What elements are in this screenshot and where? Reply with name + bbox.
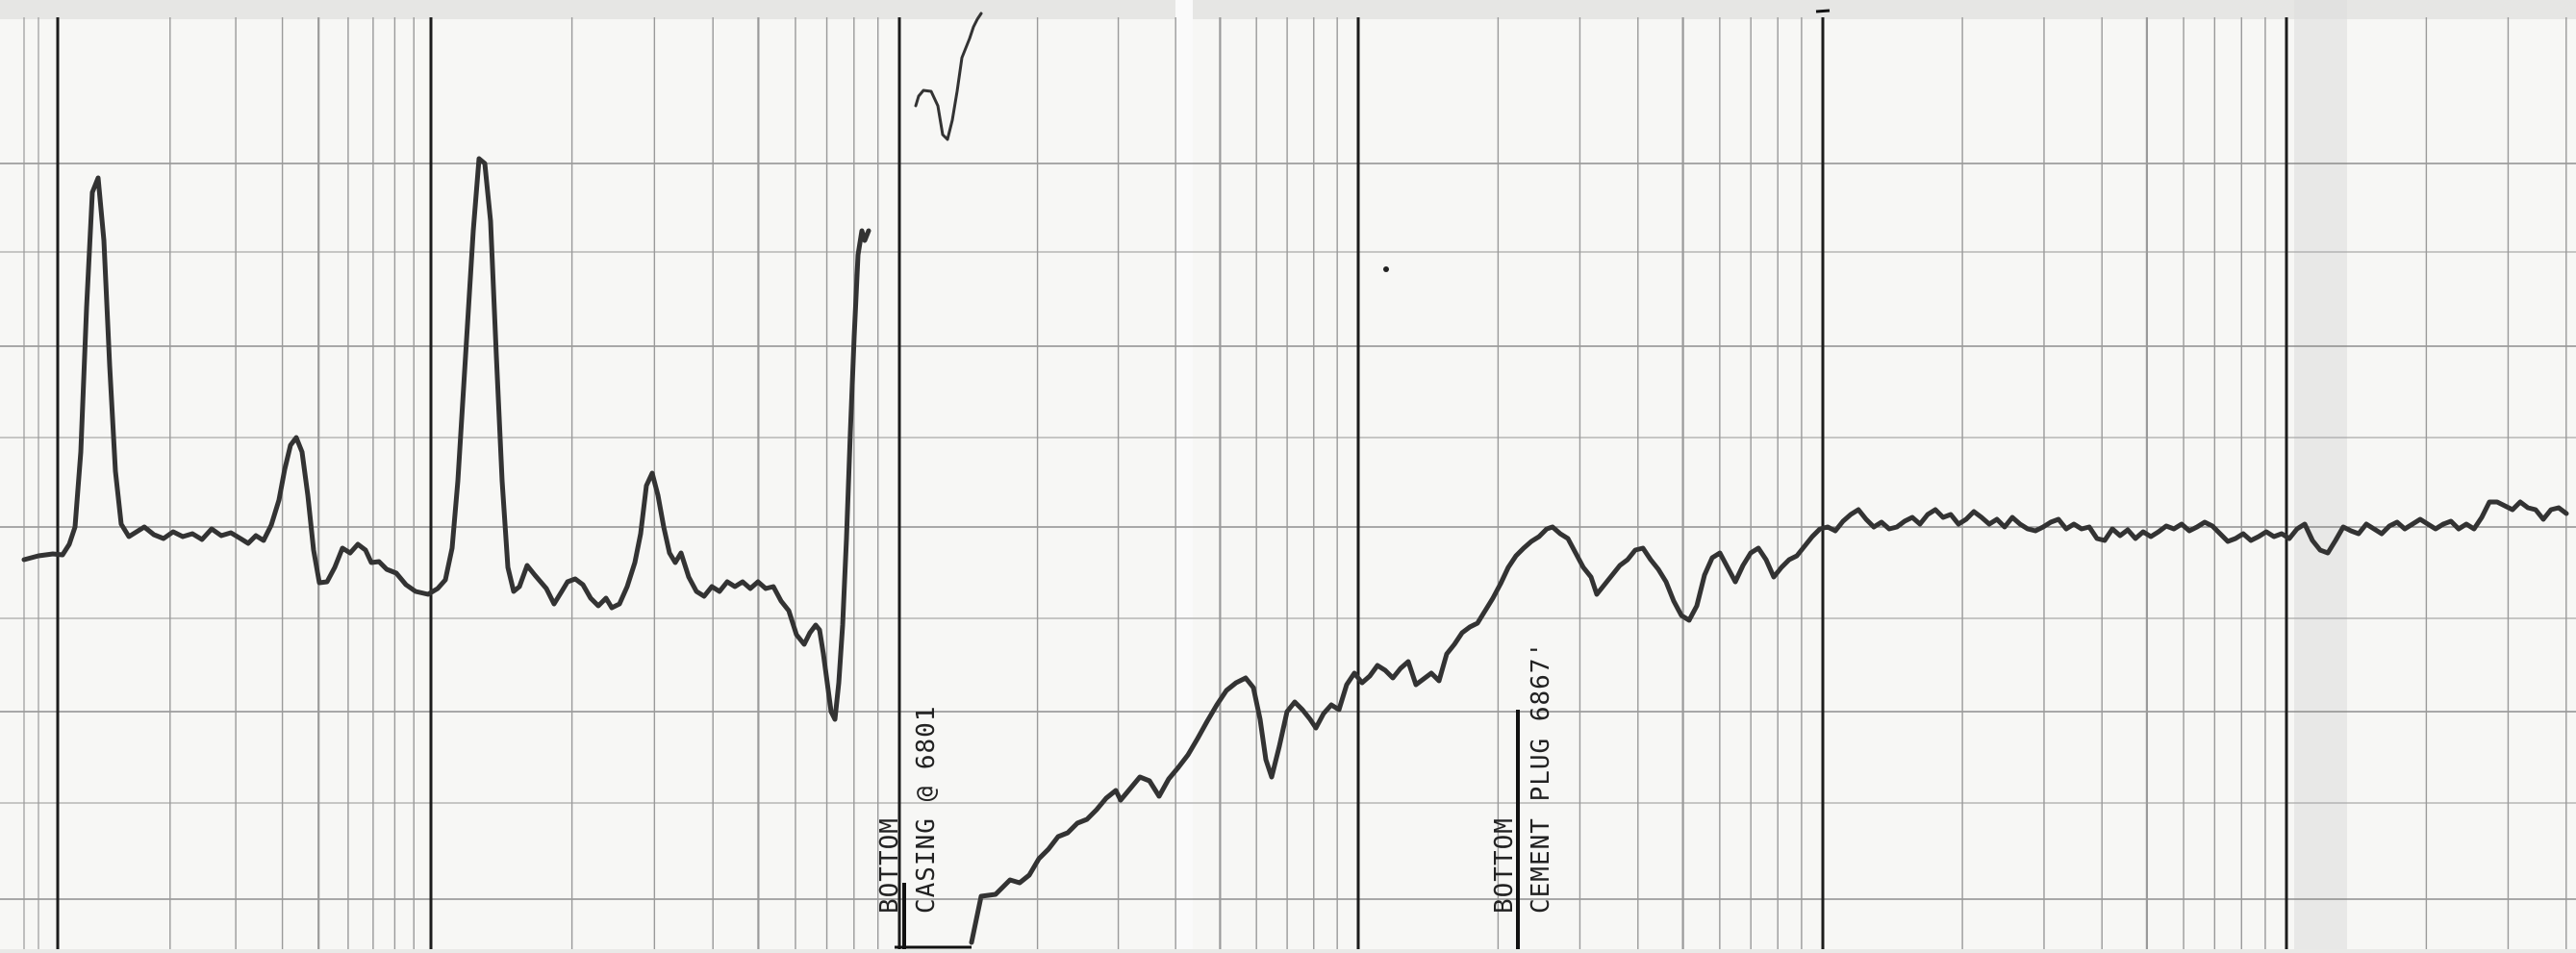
log-trace-2	[969, 499, 2569, 945]
casing-annotation-line-2: CASING @ 6801	[912, 706, 941, 915]
ink-speck	[1383, 266, 1389, 272]
casing-annotation-line-1: BOTTOM	[875, 817, 904, 914]
paper-top-edge	[0, 0, 2576, 19]
log-traces	[21, 12, 2569, 945]
plug-annotation-line-2: CEMENT PLUG 6867'	[1527, 641, 1555, 914]
log-trace-1	[21, 156, 871, 722]
casing-annotation: BOTTOM CASING @ 6801	[875, 706, 941, 915]
paper-gap-strip	[1175, 0, 1193, 949]
paper-fold-shadow-right	[2294, 0, 2347, 949]
top-edge-pencil-mark	[1815, 9, 1831, 13]
depth-markers	[895, 9, 1831, 949]
plug-annotation-line-1: BOTTOM	[1490, 817, 1519, 914]
log-trace-3	[914, 12, 983, 141]
chart-grid	[0, 17, 2576, 949]
cement-plug-annotation: BOTTOM CEMENT PLUG 6867'	[1490, 641, 1555, 914]
